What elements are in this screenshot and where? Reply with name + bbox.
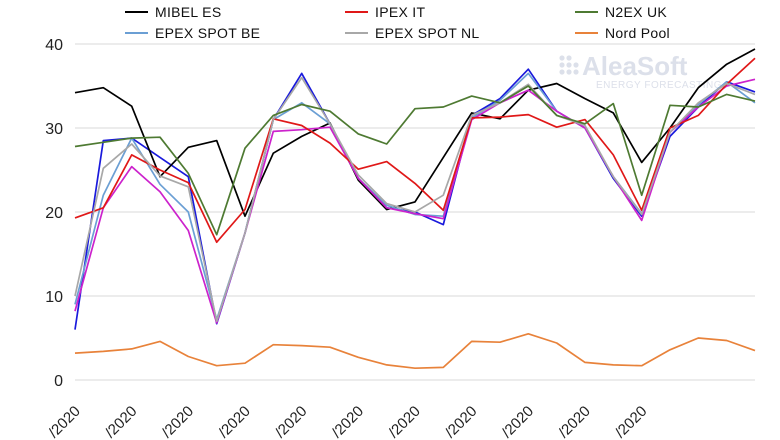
logo-tagline: ENERGY FORECASTING: [596, 80, 722, 91]
legend-label: Nord Pool: [605, 25, 670, 41]
series-line-ipex-it: [74, 57, 756, 244]
x-tick-label: /2020: [329, 403, 368, 440]
x-tick-label: /2020: [499, 403, 538, 440]
y-tick-label: 20: [45, 205, 63, 222]
series-line-n2ex-uk: [74, 85, 756, 236]
x-tick-label: /2020: [612, 403, 651, 440]
x-tick-label: /2020: [215, 403, 254, 440]
x-tick-label: /2020: [272, 403, 311, 440]
series-lines: [74, 48, 756, 370]
x-tick-label: /2020: [159, 403, 198, 440]
series-line-epex-spot-nl: [74, 76, 756, 323]
series-line-epex-spot-be: [74, 72, 756, 321]
y-tick-label: 40: [45, 37, 63, 54]
legend: EPEX SPOT DEEPEX SPOT FRMIBEL PTMIBEL ES…: [125, 4, 670, 41]
legend-label: N2EX UK: [605, 4, 667, 20]
x-tick-label: /2020: [555, 403, 594, 440]
x-tick-label: /2020: [442, 403, 481, 440]
series-line-epex-spot-fr: [74, 78, 756, 324]
legend-label: IPEX IT: [375, 4, 425, 20]
y-tick-label: 30: [45, 121, 63, 138]
series-line-nord-pool: [74, 332, 756, 370]
legend-label: EPEX SPOT NL: [375, 25, 480, 41]
aleasoft-logo: AleaSoft ENERGY FORECASTING: [559, 51, 722, 91]
x-tick-label: /2020: [45, 403, 84, 440]
x-tick-label: /2020: [102, 403, 141, 440]
y-axis-ticks: 0 10 20 30 40: [45, 37, 63, 390]
logo-wordmark: AleaSoft: [582, 51, 688, 81]
legend-label: EPEX SPOT BE: [155, 25, 260, 41]
x-tick-label: /2020: [385, 403, 424, 440]
y-tick-label: 0: [54, 373, 63, 390]
y-tick-label: 10: [45, 289, 63, 306]
legend-label: MIBEL ES: [155, 4, 221, 20]
x-axis-ticks: /2020/2020/2020/2020/2020/2020/2020/2020…: [45, 403, 650, 440]
logo-dots-icon: [559, 55, 579, 75]
series-line-mibel-es: [74, 48, 756, 218]
